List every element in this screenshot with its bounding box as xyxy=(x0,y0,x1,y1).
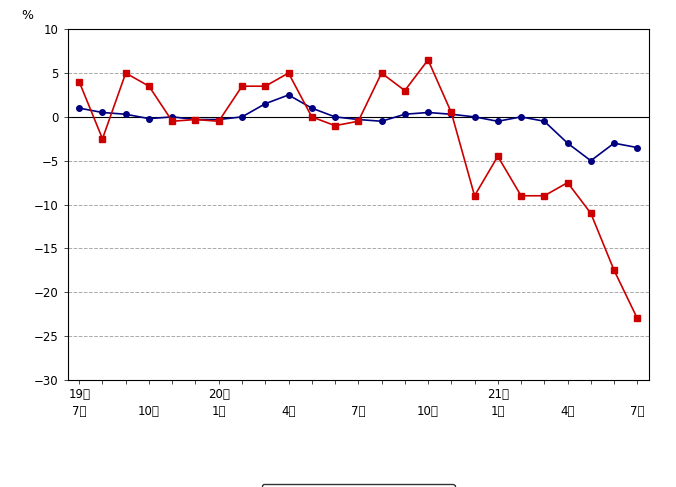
Text: 21年: 21年 xyxy=(487,388,509,401)
Text: 1月: 1月 xyxy=(491,405,505,418)
Text: 10月: 10月 xyxy=(417,405,439,418)
Text: 20年: 20年 xyxy=(208,388,230,401)
Text: 7月: 7月 xyxy=(630,405,645,418)
Text: %: % xyxy=(21,9,33,22)
Text: 4月: 4月 xyxy=(281,405,296,418)
Text: 7月: 7月 xyxy=(72,405,87,418)
Text: 10月: 10月 xyxy=(138,405,160,418)
Text: 7月: 7月 xyxy=(351,405,366,418)
Text: 19年: 19年 xyxy=(68,388,90,401)
Text: 4月: 4月 xyxy=(560,405,575,418)
Text: 1月: 1月 xyxy=(212,405,226,418)
Legend: 総実労側時間, 所定外労側時間: 総実労側時間, 所定外労側時間 xyxy=(262,484,454,487)
